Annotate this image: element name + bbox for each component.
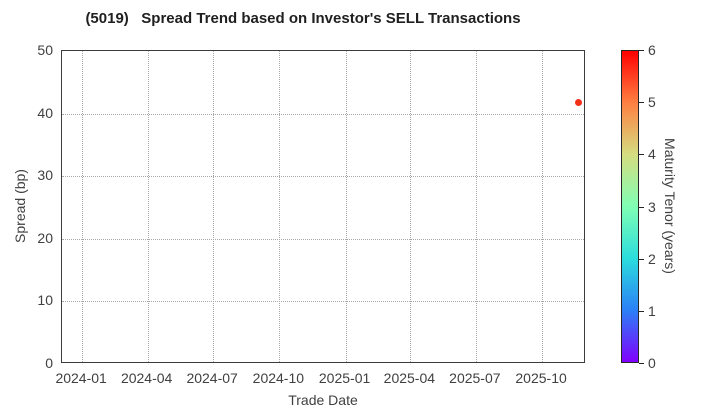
x-tick-label: 2024-07	[186, 370, 238, 386]
colorbar-tick-label: 2	[648, 250, 656, 267]
colorbar-tick	[639, 102, 644, 104]
grid-line-horizontal	[62, 113, 584, 115]
colorbar-tick	[639, 154, 644, 156]
colorbar	[621, 50, 639, 363]
scatter-point	[574, 99, 582, 107]
colorbar-tick-label: 1	[648, 302, 656, 319]
x-tick-label: 2025-10	[515, 370, 567, 386]
colorbar-tick-label: 3	[648, 198, 656, 215]
grid-line-horizontal	[62, 176, 584, 178]
y-tick-label: 40	[37, 104, 53, 121]
x-tick-label: 2024-10	[252, 370, 305, 386]
y-tick-label: 0	[45, 355, 53, 371]
grid-line-horizontal	[62, 238, 584, 240]
x-tick-label: 2025-04	[383, 370, 436, 386]
y-tick-label: 50	[37, 42, 53, 58]
colorbar-tick	[639, 310, 644, 312]
grid-line-vertical	[279, 51, 281, 362]
x-tick-label: 2025-01	[318, 370, 371, 386]
x-axis-title: Trade Date	[288, 392, 358, 408]
y-tick-label: 20	[37, 229, 53, 246]
grid-line-vertical	[213, 51, 215, 362]
y-tick-label: 10	[37, 292, 53, 309]
y-tick-label: 30	[37, 167, 53, 184]
colorbar-title: Maturity Tenor (years)	[662, 138, 678, 274]
x-tick-label: 2024-01	[55, 370, 107, 386]
colorbar-tick-label: 0	[648, 355, 656, 371]
grid-line-horizontal	[62, 301, 584, 303]
colorbar-tick-label: 6	[648, 42, 656, 58]
x-tick-label: 2025-07	[449, 370, 501, 386]
plot-area	[61, 50, 585, 363]
colorbar-tick	[639, 363, 644, 364]
grid-line-vertical	[410, 51, 412, 362]
colorbar-tick	[639, 258, 644, 260]
chart-title: (5019) Spread Trend based on Investor's …	[85, 10, 521, 27]
grid-line-vertical	[147, 51, 149, 362]
x-tick-label: 2024-04	[120, 370, 173, 386]
grid-line-vertical	[542, 51, 544, 362]
grid-line-vertical	[475, 51, 477, 362]
colorbar-tick	[639, 206, 644, 208]
colorbar-tick	[639, 50, 644, 51]
grid-line-vertical	[345, 51, 347, 362]
colorbar-tick-label: 5	[648, 94, 656, 111]
grid-line-vertical	[82, 51, 84, 362]
colorbar-tick-label: 4	[648, 146, 656, 163]
